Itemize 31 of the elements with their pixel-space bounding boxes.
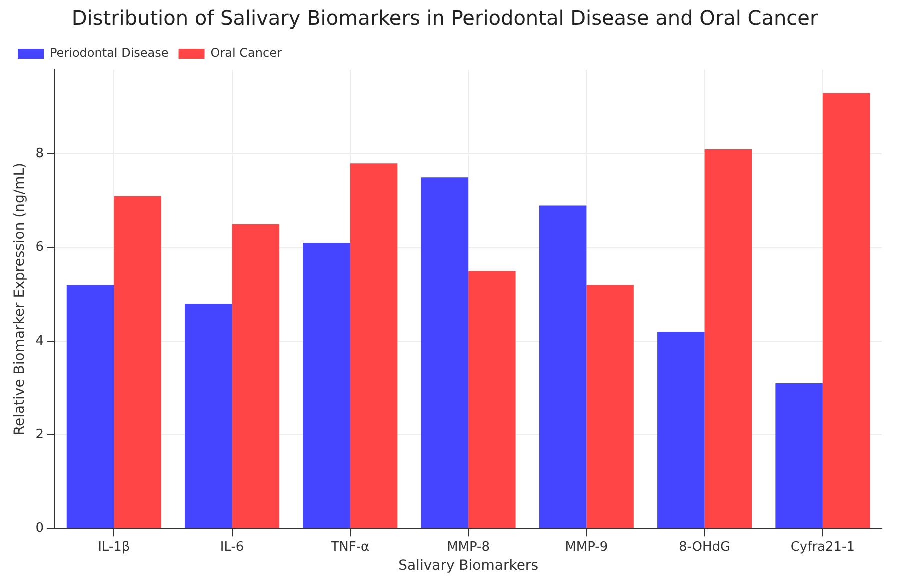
x-tick-label: 8-OHdG (678, 540, 731, 555)
y-tick-label: 8 (36, 146, 44, 162)
x-tick-label: MMP-8 (447, 540, 490, 555)
legend-label: Periodontal Disease (50, 46, 169, 60)
y-axis-title: Relative Biomarker Expression (ng/mL) (12, 162, 28, 436)
x-tick-label: IL-1β (98, 540, 130, 555)
bar (114, 196, 162, 528)
x-tick-label: IL-6 (220, 540, 244, 555)
bar (185, 304, 232, 528)
x-tick-label: MMP-9 (565, 540, 608, 555)
bar (303, 243, 350, 528)
bar (66, 285, 114, 528)
bar (539, 206, 587, 528)
bar (421, 178, 469, 528)
y-tick-label: 0 (36, 520, 44, 536)
bar (468, 271, 516, 528)
x-axis-title: Salivary Biomarkers (398, 558, 538, 574)
bar (232, 224, 280, 528)
bar (822, 93, 870, 528)
x-tick-label: Cyfra21-1 (790, 540, 856, 555)
y-tick-label: 6 (36, 240, 44, 256)
bar (350, 164, 398, 528)
bar (658, 332, 705, 528)
bar (704, 150, 752, 528)
x-tick-label: TNF-α (330, 540, 370, 555)
legend-label: Oral Cancer (210, 46, 282, 60)
y-tick-label: 4 (36, 334, 44, 349)
bar (776, 384, 823, 528)
chart-title: Distribution of Salivary Biomarkers in Periodontal Disease and Oral Cancer (72, 6, 819, 30)
y-tick-label: 2 (36, 427, 44, 442)
bar (586, 285, 634, 528)
